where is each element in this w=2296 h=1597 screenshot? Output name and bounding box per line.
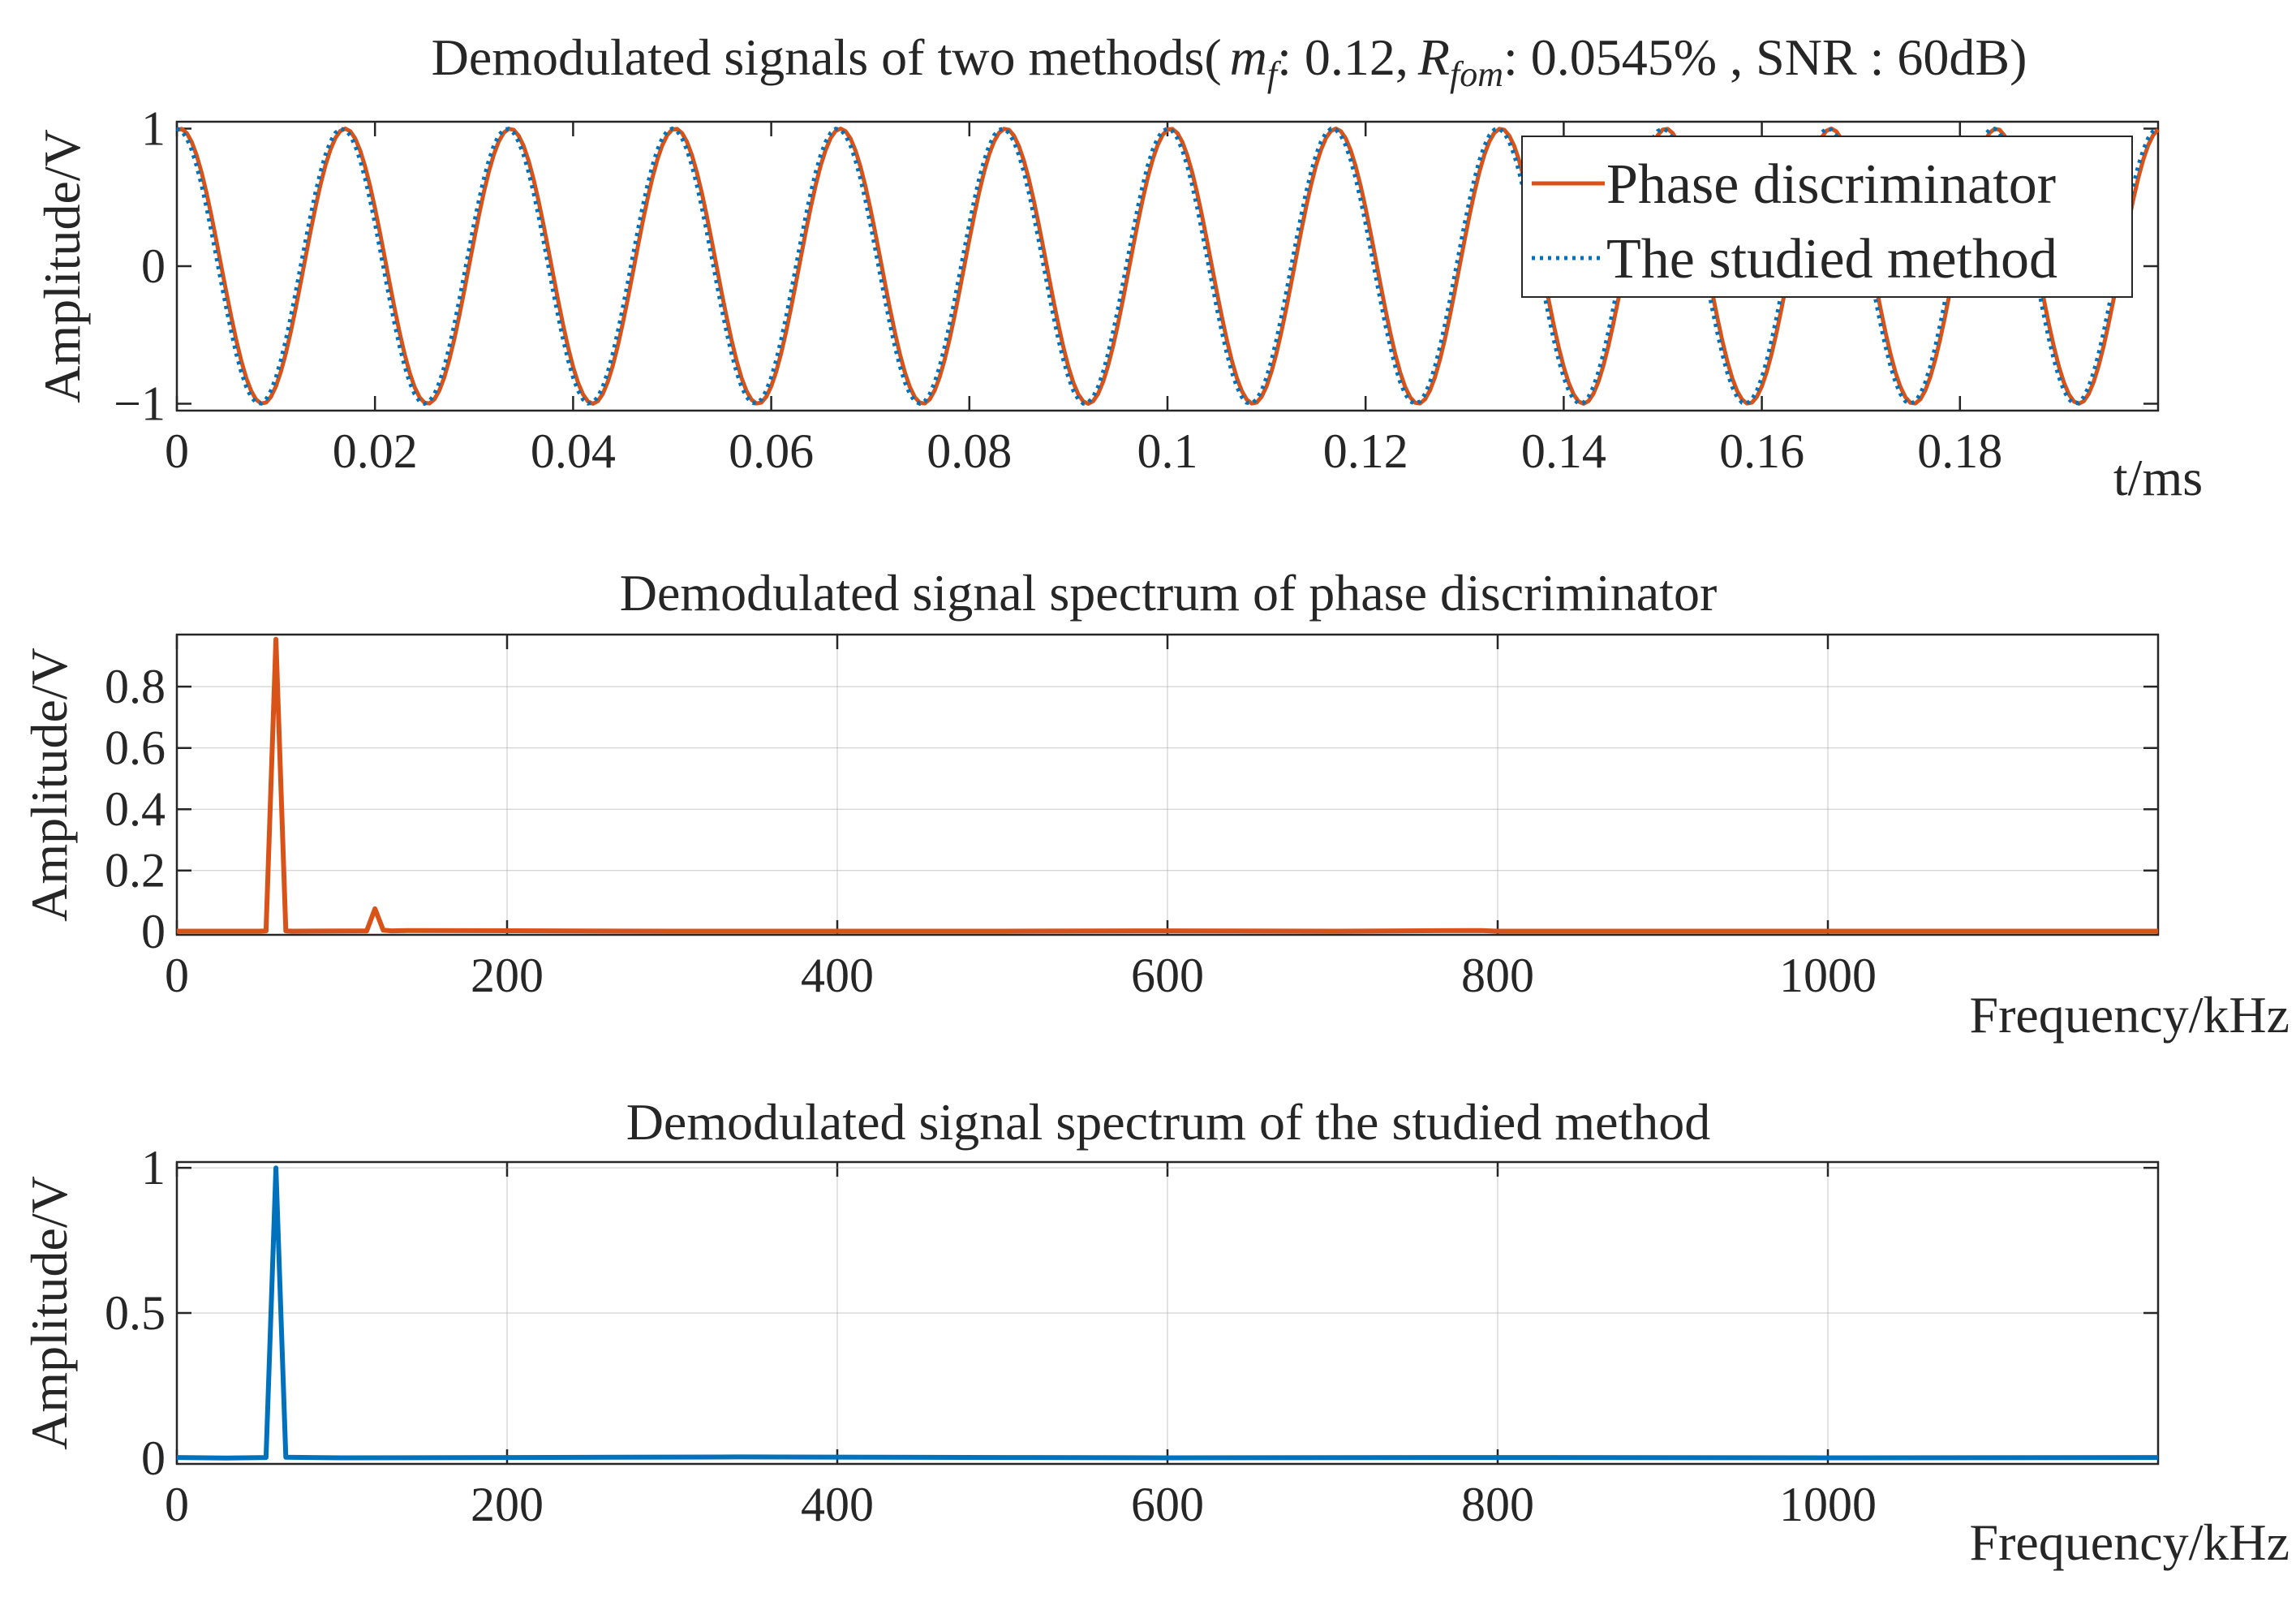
x-tick-label: 0.06 [729,424,814,478]
y-tick-label: −1 [114,377,166,431]
x-tick-label: 800 [1461,949,1534,1002]
panel2-ticks: 0 200 400 600 800 1000 0 0.2 0.4 0.6 0.8 [105,635,2158,1002]
x-tick-label: 400 [801,1478,874,1531]
panel-phase-spectrum: Demodulated signal spectrum of phase dis… [20,564,2290,1044]
panel1-lines [175,126,2160,407]
x-tick-label: 0.18 [1917,424,2002,478]
y-tick-label: 0 [141,239,166,293]
y-tick-label: 0.2 [105,844,166,898]
y-tick-label: 0.5 [105,1286,166,1340]
panel2-ylabel: Amplitude/V [20,648,78,922]
panel-time-signals: Demodulated signals of two methods(mf: 0… [33,28,2203,506]
x-tick-label: 0.1 [1137,424,1198,478]
y-tick-label: 0.4 [105,782,166,836]
x-tick-label: 0 [165,1478,189,1531]
legend-box [1521,136,2133,298]
x-tick-label: 1000 [1779,1478,1877,1531]
x-tick-label: 1000 [1779,949,1877,1002]
panel1-xlabel: t/ms [2113,449,2203,506]
panel1-ticks: 0 0.02 0.04 0.06 0.08 0.1 0.12 0.14 0.16 0.18−101 [114,101,2158,478]
panel2-title: Demodulated signal spectrum of phase dis… [620,564,1718,622]
legend-label-studied: The studied method [1606,228,2057,291]
y-tick-label: 0.8 [105,660,166,713]
legend: Phase discriminator The studied method [1521,136,2133,298]
y-tick-label: 0 [141,1431,166,1485]
x-tick-label: 200 [471,1478,544,1531]
x-tick-label: 0.12 [1323,424,1408,478]
x-tick-label: 0.14 [1521,424,1606,478]
x-tick-label: 0.02 [333,424,418,478]
x-tick-label: 600 [1131,949,1204,1002]
x-tick-label: 0.04 [531,424,616,478]
y-tick-label: 0.6 [105,721,166,775]
panel2-xlabel: Frequency/kHz [1969,986,2290,1044]
panel3-ticks: 0 200 400 600 800 1000 0 0.5 1 [105,1141,2158,1531]
y-tick-label: 1 [141,1141,166,1195]
x-tick-label: 600 [1131,1478,1204,1531]
x-tick-label: 0.08 [927,424,1012,478]
panel1-title: Demodulated signals of two methods(mf: 0… [432,28,2027,94]
legend-label-phase: Phase discriminator [1606,153,2056,216]
x-tick-label: 0 [165,949,189,1002]
panel-studied-spectrum: Demodulated signal spectrum of the studi… [20,1093,2290,1571]
x-tick-label: 0 [165,424,189,478]
y-tick-label: 1 [141,101,166,155]
panel3-ylabel: Amplitude/V [20,1176,78,1450]
series-line-studied-spectrum [176,1165,2159,1461]
series-line-studied-method [175,126,2160,407]
panel3-xlabel: Frequency/kHz [1969,1513,2290,1571]
x-tick-label: 800 [1461,1478,1534,1531]
panel3-title: Demodulated signal spectrum of the studi… [626,1093,1711,1151]
x-tick-label: 200 [471,949,544,1002]
x-tick-label: 400 [801,949,874,1002]
x-tick-label: 0.16 [1719,424,1804,478]
y-tick-label: 0 [141,905,166,958]
series-line-phase-spectrum [177,636,2158,934]
panel1-ylabel: Amplitude/V [33,129,91,403]
